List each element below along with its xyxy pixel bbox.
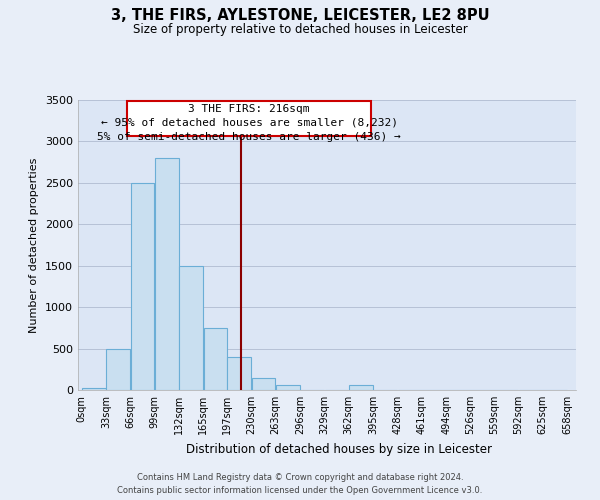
Bar xyxy=(155,158,179,390)
Bar xyxy=(179,266,203,390)
Text: 5% of semi-detached houses are larger (436) →: 5% of semi-detached houses are larger (4… xyxy=(97,132,401,141)
Text: ← 95% of detached houses are smaller (8,232): ← 95% of detached houses are smaller (8,… xyxy=(101,118,398,128)
Bar xyxy=(82,388,106,390)
Text: Contains public sector information licensed under the Open Government Licence v3: Contains public sector information licen… xyxy=(118,486,482,495)
Text: 3 THE FIRS: 216sqm: 3 THE FIRS: 216sqm xyxy=(188,104,310,114)
Text: Contains HM Land Registry data © Crown copyright and database right 2024.: Contains HM Land Registry data © Crown c… xyxy=(137,472,463,482)
Bar xyxy=(131,183,154,390)
Bar xyxy=(251,378,275,390)
Text: Size of property relative to detached houses in Leicester: Size of property relative to detached ho… xyxy=(133,22,467,36)
Bar xyxy=(204,328,227,390)
Bar xyxy=(227,357,251,390)
Bar xyxy=(106,350,130,390)
Bar xyxy=(349,385,373,390)
Text: Distribution of detached houses by size in Leicester: Distribution of detached houses by size … xyxy=(186,442,492,456)
Bar xyxy=(276,385,300,390)
Y-axis label: Number of detached properties: Number of detached properties xyxy=(29,158,40,332)
Text: 3, THE FIRS, AYLESTONE, LEICESTER, LE2 8PU: 3, THE FIRS, AYLESTONE, LEICESTER, LE2 8… xyxy=(110,8,490,22)
